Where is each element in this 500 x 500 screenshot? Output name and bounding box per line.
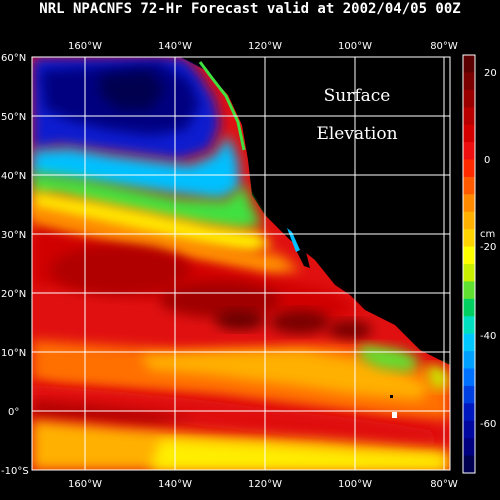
lon-label-top: 120°W <box>248 41 282 52</box>
lon-label-top: 80°W <box>430 41 458 52</box>
colorbar-swatch <box>463 107 475 126</box>
colorbar-swatch <box>463 229 475 248</box>
lat-label: 40°N <box>1 171 26 182</box>
colorbar-swatch <box>463 176 475 195</box>
colorbar-swatch <box>463 403 475 422</box>
colorbar-swatch <box>463 455 475 474</box>
lon-label-bottom: 80°W <box>430 479 458 490</box>
annotation-elevation: Elevation <box>316 124 397 144</box>
colorbar-swatch <box>463 159 475 178</box>
colorbar-swatch <box>463 281 475 300</box>
lat-label: 60°N <box>1 53 26 64</box>
colorbar <box>463 55 475 474</box>
lon-labels-top: 160°W 140°W 120°W 100°W 80°W <box>68 41 458 52</box>
lon-label-top: 100°W <box>338 41 372 52</box>
lon-label-bottom: 140°W <box>158 479 192 490</box>
map-title: NRL NPACNFS 72-Hr Forecast valid at 2002… <box>39 1 461 17</box>
colorbar-swatch <box>463 72 475 91</box>
lon-label-bottom: 100°W <box>338 479 372 490</box>
lat-label: 0° <box>8 407 19 418</box>
colorbar-tick-label: 20 <box>484 68 497 79</box>
colorbar-swatch <box>463 124 475 143</box>
colorbar-swatch <box>463 438 475 457</box>
colorbar-swatch <box>463 385 475 404</box>
colorbar-swatch <box>463 142 475 161</box>
colorbar-swatch <box>463 89 475 108</box>
lon-label-bottom: 160°W <box>68 479 102 490</box>
lon-label-bottom: 120°W <box>248 479 282 490</box>
lat-label: 10°N <box>1 348 26 359</box>
colorbar-frame <box>462 54 476 474</box>
colorbar-tick-label: -40 <box>480 331 496 342</box>
lat-labels: 60°N 50°N 40°N 30°N 20°N 10°N 0° -10°S <box>1 53 29 477</box>
lat-label: 30°N <box>1 230 26 241</box>
colorbar-swatch <box>463 316 475 335</box>
colorbar-swatch <box>463 351 475 370</box>
colorbar-swatch <box>463 333 475 352</box>
colorbar-tick-label: -20 <box>480 242 496 253</box>
colorbar-swatch <box>463 420 475 439</box>
graticule <box>31 56 451 471</box>
lat-label: -10°S <box>1 466 29 477</box>
lat-label: 50°N <box>1 112 26 123</box>
colorbar-ticks: 20 0 -20 -40 -60 <box>480 68 497 430</box>
lon-labels-bottom: 160°W 140°W 120°W 100°W 80°W <box>68 479 458 490</box>
colorbar-tick-label: -60 <box>480 419 496 430</box>
land-mask <box>180 57 450 362</box>
colorbar-swatch <box>463 211 475 230</box>
colorbar-swatch <box>463 246 475 265</box>
colorbar-swatch <box>463 55 475 74</box>
colorbar-unit: cm <box>480 229 495 240</box>
colorbar-tick-label: 0 <box>484 155 490 166</box>
lon-label-top: 140°W <box>158 41 192 52</box>
colorbar-swatch <box>463 264 475 283</box>
colorbar-swatch <box>463 368 475 387</box>
ocean-field <box>32 57 450 470</box>
annotation-surface: Surface <box>324 86 391 106</box>
colorbar-swatch <box>463 298 475 317</box>
lat-label: 20°N <box>1 289 26 300</box>
lon-label-top: 160°W <box>68 41 102 52</box>
colorbar-swatch <box>463 194 475 213</box>
